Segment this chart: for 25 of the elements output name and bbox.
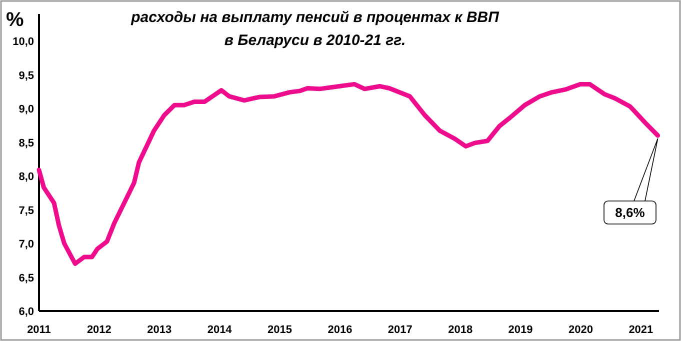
x-tick-label: 2012 — [86, 324, 112, 336]
x-tick-label: 2015 — [268, 324, 292, 336]
line-series — [36, 82, 660, 266]
y-tick-label: 6,5 — [18, 272, 34, 284]
x-tick-label: 2021 — [628, 324, 654, 336]
y-tick-label: 8,5 — [18, 137, 34, 150]
x-tick-label: 2019 — [508, 324, 533, 336]
x-tick-label: 2016 — [328, 324, 352, 336]
text: в Беларуси в 2010-21 гг. — [224, 32, 406, 49]
x-tick-label: 2011 — [27, 324, 51, 336]
annotation: 8,6% — [615, 205, 646, 220]
y-tick-label: 9,0 — [18, 104, 34, 116]
x-tick-label: 2014 — [207, 324, 233, 336]
x-tick-label: 2013 — [147, 324, 172, 336]
y-axis-title: % — [6, 9, 24, 31]
chart-title: расходы на выплату пенсий в процентах к ВВП — [130, 9, 500, 26]
x-tick-label: 2020 — [568, 324, 593, 336]
y-tick-label: 9,5 — [18, 70, 34, 82]
y-tick-label: 8,0 — [18, 171, 34, 183]
x-tick-label: 2017 — [388, 324, 412, 336]
x-tick-label: 2018 — [448, 324, 473, 336]
y-tick-label: 7,5 — [18, 204, 34, 217]
y-tick-label: 7,0 — [18, 238, 34, 250]
y-tick-label: 10,0 — [12, 36, 34, 48]
y-tick-label: 6,0 — [18, 306, 34, 318]
